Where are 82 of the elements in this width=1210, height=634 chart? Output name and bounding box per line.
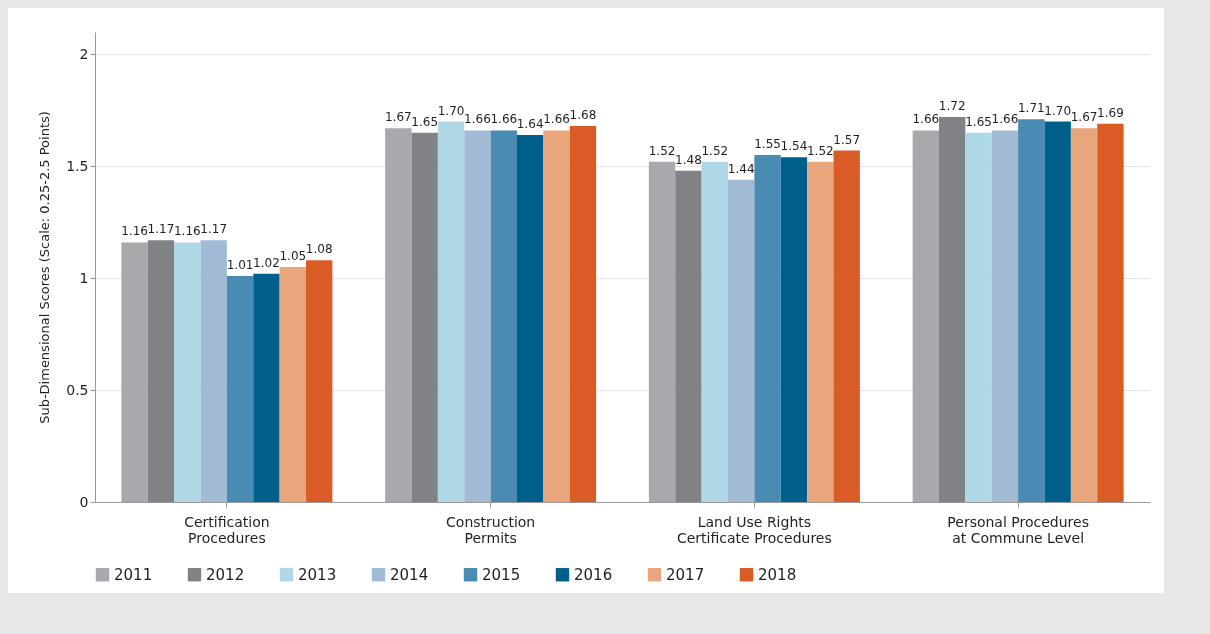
bar: [253, 273, 280, 502]
legend-label: 2015: [482, 565, 521, 584]
data-label: 1.66: [543, 112, 570, 127]
data-label: 1.65: [965, 114, 992, 129]
bar: [648, 161, 676, 502]
bar: [675, 170, 702, 502]
bar: [833, 150, 860, 502]
data-label: 1.52: [648, 143, 676, 158]
bar: [306, 260, 333, 502]
data-label: 1.01: [226, 257, 254, 272]
x-tick-label: Personal Procedures at Commune Level: [947, 513, 1089, 546]
y-tick-label: 1: [79, 269, 89, 286]
legend-label: 2012: [206, 565, 245, 584]
data-label: 1.65: [411, 114, 439, 129]
bar: [437, 121, 465, 502]
bar: [912, 130, 939, 502]
y-tick-label: 0: [79, 493, 89, 510]
data-label: 1.67: [384, 110, 412, 125]
y-tick-label: 0.5: [66, 381, 89, 398]
bar: [728, 179, 755, 502]
bar: [226, 275, 254, 502]
bar: [939, 117, 966, 502]
data-label: 1.55: [754, 137, 781, 152]
y-axis-title: Sub-Dimensional Scores (Scale: 0.25-2.5 Points): [37, 111, 53, 424]
legend-label: 2016: [574, 565, 613, 584]
data-label: 1.02: [253, 255, 280, 270]
bar: [411, 132, 438, 502]
legend-label: 2011: [114, 565, 153, 584]
bar: [1070, 128, 1098, 502]
bar: [1044, 121, 1071, 502]
data-label: 1.68: [569, 108, 597, 122]
data-label: 1.52: [806, 143, 834, 158]
data-label: 1.67: [1070, 110, 1098, 125]
bar: [517, 134, 544, 502]
data-label: 1.16: [173, 224, 201, 239]
x-tick-label: Construction Permits: [446, 513, 536, 546]
data-label: 1.05: [279, 249, 307, 263]
data-label: 1.66: [490, 112, 518, 127]
bar: [1018, 119, 1045, 502]
legend-label: 2014: [390, 565, 429, 584]
data-label: 1.71: [1017, 101, 1045, 116]
data-label: 1.44: [727, 161, 755, 176]
data-label: 1.70: [437, 103, 465, 118]
data-label: 1.57: [833, 132, 861, 147]
data-label: 1.17: [147, 222, 175, 237]
bar: [200, 240, 227, 502]
data-label: 1.16: [121, 224, 148, 239]
data-label: 1.48: [675, 152, 702, 167]
legend-label: 2017: [666, 565, 705, 584]
data-label: 1.66: [464, 112, 491, 127]
bar: [569, 126, 597, 502]
bar: [385, 128, 412, 502]
bar: [279, 267, 306, 502]
data-label: 1.72: [938, 99, 966, 114]
x-tick-label: Certification Procedures: [184, 513, 270, 546]
data-label: 1.66: [991, 112, 1019, 127]
data-label: 1.52: [701, 143, 729, 158]
data-label: 1.69: [1097, 105, 1124, 120]
data-label: 1.17: [200, 222, 228, 237]
bar: [991, 130, 1019, 502]
bar: [464, 130, 491, 502]
bar: [147, 240, 175, 502]
y-tick-label: 1.5: [66, 157, 89, 174]
legend-label: 2013: [298, 565, 337, 584]
bar: [701, 161, 728, 502]
bar: [490, 130, 517, 502]
data-label: 1.08: [305, 242, 333, 257]
bar: [543, 130, 570, 502]
bar: [174, 242, 201, 502]
bar: [121, 242, 148, 502]
bar: [780, 157, 808, 502]
x-tick-label: Land Use Rights Certificate Procedures: [676, 513, 832, 546]
legend-label: 2018: [758, 565, 797, 584]
data-label: 1.66: [912, 112, 940, 127]
data-label: 1.54: [780, 139, 808, 154]
data-label: 1.64: [516, 116, 544, 131]
data-label: 1.70: [1044, 103, 1072, 118]
bar: [1097, 123, 1124, 502]
bar: [807, 161, 834, 502]
bar: [754, 155, 781, 502]
bar: [965, 132, 992, 502]
y-tick-label: 2: [79, 45, 89, 62]
